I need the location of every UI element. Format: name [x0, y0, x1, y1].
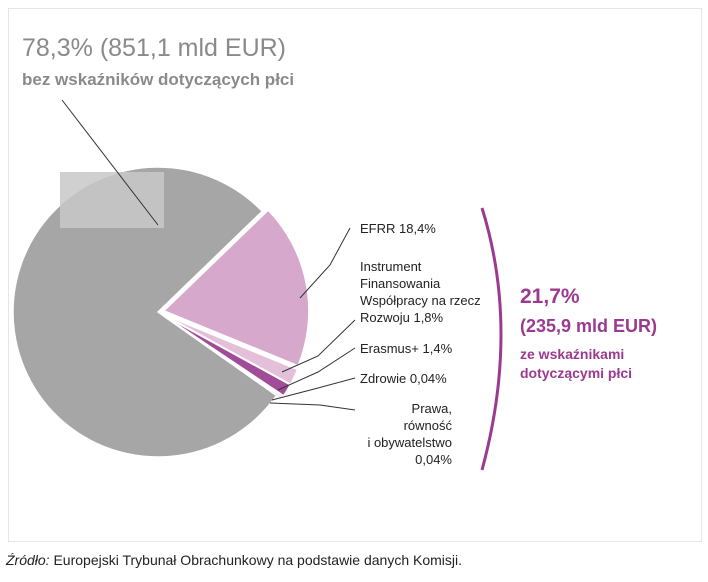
label-instrument-line: Rozwoju 1,8% — [360, 310, 444, 325]
label-instrument: Instrument Finansowania Współpracy na rz… — [360, 258, 481, 326]
label-instrument-line: Finansowania — [360, 276, 441, 291]
bracket — [480, 207, 503, 471]
gray-slice-highlight — [60, 172, 164, 228]
source-note: Źródło: Europejski Trybunał Obrachunkowy… — [6, 552, 462, 568]
bracket-amount: (235,9 mld EUR) — [520, 316, 658, 336]
label-zdrowie: Zdrowie 0,04% — [360, 371, 447, 386]
leader-prawa — [269, 402, 356, 411]
leader-instrument — [281, 319, 356, 373]
bracket-pct: 21,7% — [520, 285, 580, 308]
leader-zdrowie — [271, 377, 356, 401]
chart-frame — [8, 8, 702, 542]
label-prawa-line: i obywatelstwo — [367, 435, 452, 450]
leader-headline — [61, 99, 159, 226]
source-text: Europejski Trybunał Obrachunkowy na pods… — [49, 552, 463, 568]
headline-label: bez wskaźników dotyczących płci — [22, 70, 295, 89]
label-erasmus: Erasmus+ 1,4% — [360, 341, 453, 356]
label-instrument-line: Współpracy na rzecz — [360, 293, 481, 308]
label-prawa-line: Prawa, równość — [403, 401, 452, 433]
leader-erasmus — [277, 347, 356, 391]
source-prefix: Źródło: — [6, 552, 50, 568]
bracket-desc-line: ze wskaźnikami — [520, 346, 625, 362]
slice-efrr — [162, 209, 310, 367]
leader-efrr — [299, 227, 351, 299]
headline-value: 78,3% (851,1 mld EUR) — [22, 34, 287, 62]
label-prawa: Prawa, równość i obywatelstwo 0,04% — [360, 400, 452, 468]
label-efrr: EFRR 18,4% — [360, 221, 436, 236]
label-instrument-line: Instrument — [360, 259, 422, 274]
label-prawa-line: 0,04% — [415, 452, 452, 467]
bracket-desc-line: dotyczącymi płci — [520, 365, 633, 381]
slice-no-gender — [12, 166, 278, 458]
bracket-desc: ze wskaźnikami dotyczącymi płci — [520, 345, 690, 383]
